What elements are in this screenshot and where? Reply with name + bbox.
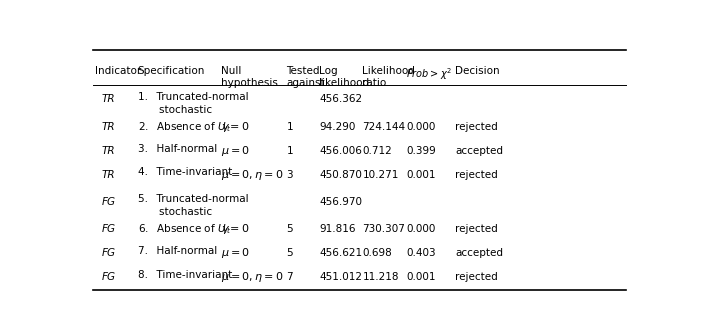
Text: 456.621: 456.621 bbox=[319, 248, 362, 258]
Text: Indicator: Indicator bbox=[95, 66, 141, 76]
Text: 4.  Time-invariant: 4. Time-invariant bbox=[138, 167, 232, 178]
Text: $\mu = 0$: $\mu = 0$ bbox=[221, 144, 250, 158]
Text: rejected: rejected bbox=[455, 224, 498, 234]
Text: TR: TR bbox=[102, 170, 115, 180]
Text: $\gamma = 0$: $\gamma = 0$ bbox=[221, 120, 250, 134]
Text: 8.  Time-invariant: 8. Time-invariant bbox=[138, 270, 232, 280]
Text: 7: 7 bbox=[286, 272, 293, 282]
Text: $\mu = 0, \eta = 0$: $\mu = 0, \eta = 0$ bbox=[221, 168, 284, 182]
Text: 91.816: 91.816 bbox=[319, 224, 355, 234]
Text: 456.970: 456.970 bbox=[319, 197, 362, 207]
Text: FG: FG bbox=[101, 248, 115, 258]
Text: Specification: Specification bbox=[138, 66, 205, 76]
Text: rejected: rejected bbox=[455, 170, 498, 180]
Text: 1.  Truncated-normal
    stochastic: 1. Truncated-normal stochastic bbox=[138, 92, 249, 115]
Text: 730.307: 730.307 bbox=[362, 224, 405, 234]
Text: 94.290: 94.290 bbox=[319, 122, 355, 132]
Text: 5: 5 bbox=[286, 248, 293, 258]
Text: 6.  Absence of $U_{it}$: 6. Absence of $U_{it}$ bbox=[138, 222, 232, 236]
Text: 2.  Absence of $U_{it}$: 2. Absence of $U_{it}$ bbox=[138, 120, 232, 134]
Text: FG: FG bbox=[101, 224, 115, 234]
Text: Decision: Decision bbox=[455, 66, 500, 76]
Text: FG: FG bbox=[101, 197, 115, 207]
Text: 0.399: 0.399 bbox=[406, 146, 436, 156]
Text: 724.144: 724.144 bbox=[362, 122, 406, 132]
Text: 0.698: 0.698 bbox=[362, 248, 392, 258]
Text: rejected: rejected bbox=[455, 272, 498, 282]
Text: 0.000: 0.000 bbox=[406, 122, 435, 132]
Text: 451.012: 451.012 bbox=[319, 272, 362, 282]
Text: 7.  Half-normal: 7. Half-normal bbox=[138, 246, 217, 256]
Text: 456.006: 456.006 bbox=[319, 146, 362, 156]
Text: 11.218: 11.218 bbox=[362, 272, 399, 282]
Text: 1: 1 bbox=[286, 146, 293, 156]
Text: $\gamma = 0$: $\gamma = 0$ bbox=[221, 222, 250, 236]
Text: 0.712: 0.712 bbox=[362, 146, 392, 156]
Text: 5: 5 bbox=[286, 224, 293, 234]
Text: 1: 1 bbox=[286, 122, 293, 132]
Text: accepted: accepted bbox=[455, 248, 503, 258]
Text: Likelihood
ratio: Likelihood ratio bbox=[362, 66, 416, 88]
Text: $\mathit{Prob} > \chi^2$: $\mathit{Prob} > \chi^2$ bbox=[406, 66, 452, 82]
Text: 3: 3 bbox=[286, 170, 293, 180]
Text: Null
hypothesis: Null hypothesis bbox=[221, 66, 278, 88]
Text: TR: TR bbox=[102, 146, 115, 156]
Text: TR: TR bbox=[102, 122, 115, 132]
Text: 0.403: 0.403 bbox=[406, 248, 436, 258]
Text: 456.362: 456.362 bbox=[319, 94, 362, 104]
Text: 450.870: 450.870 bbox=[319, 170, 362, 180]
Text: 0.001: 0.001 bbox=[406, 272, 435, 282]
Text: Tested
against: Tested against bbox=[286, 66, 325, 88]
Text: 5.  Truncated-normal
    stochastic: 5. Truncated-normal stochastic bbox=[138, 194, 249, 217]
Text: rejected: rejected bbox=[455, 122, 498, 132]
Text: 3.  Half-normal: 3. Half-normal bbox=[138, 144, 217, 153]
Text: Log
likelihood: Log likelihood bbox=[319, 66, 369, 88]
Text: 0.000: 0.000 bbox=[406, 224, 435, 234]
Text: FG: FG bbox=[101, 272, 115, 282]
Text: TR: TR bbox=[102, 94, 115, 104]
Text: accepted: accepted bbox=[455, 146, 503, 156]
Text: 10.271: 10.271 bbox=[362, 170, 399, 180]
Text: $\mu = 0, \eta = 0$: $\mu = 0, \eta = 0$ bbox=[221, 270, 284, 284]
Text: $\mu = 0$: $\mu = 0$ bbox=[221, 246, 250, 260]
Text: 0.001: 0.001 bbox=[406, 170, 435, 180]
